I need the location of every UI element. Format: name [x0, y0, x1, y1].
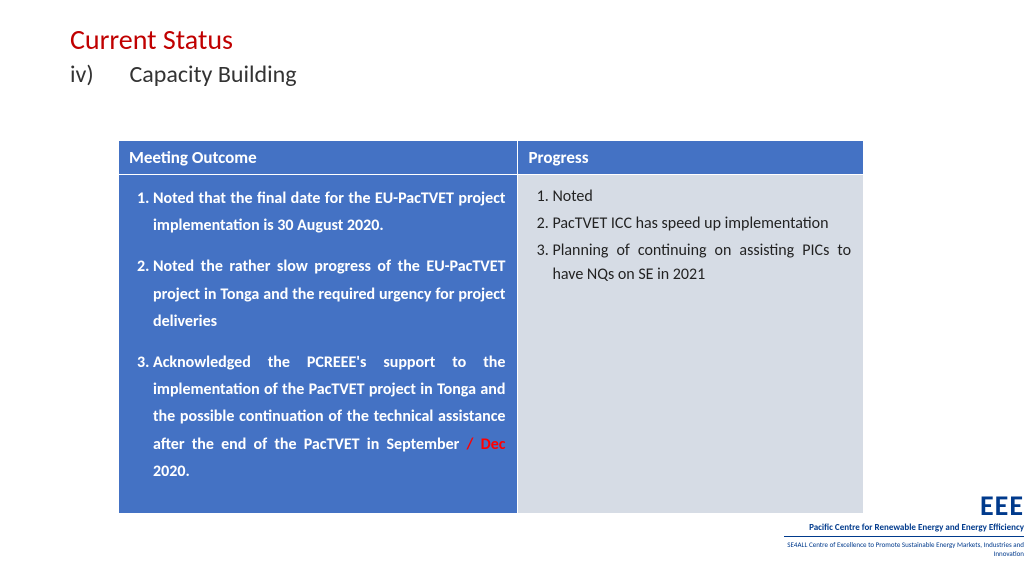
- slide-title: Current Status: [70, 22, 233, 57]
- outcome-item-2: Noted the rather slow progress of the EU…: [153, 253, 505, 335]
- logo-line2: SE4ALL Centre of Excellence to Promote S…: [784, 540, 1024, 558]
- logo-line1: Pacific Centre for Renewable Energy and …: [784, 522, 1024, 533]
- cell-meeting-outcome: Noted that the final date for the EU-Pac…: [119, 175, 518, 514]
- progress-item-2: PacTVET ICC has speed up implementation: [552, 212, 851, 235]
- subtitle-text: Capacity Building: [129, 60, 296, 89]
- table-row: Noted that the final date for the EU-Pac…: [119, 175, 864, 514]
- slide-subtitle: iv) Capacity Building: [70, 60, 297, 89]
- status-table: Meeting Outcome Progress Noted that the …: [118, 140, 864, 514]
- logo-abbr: EEE: [784, 492, 1024, 520]
- outcome-3-part-b: / Dec: [467, 435, 506, 454]
- header-meeting-outcome: Meeting Outcome: [119, 141, 518, 175]
- progress-item-3: Planning of continuing on assisting PICs…: [552, 239, 851, 285]
- outcome-item-3: Acknowledged the PCREEE's support to the…: [153, 349, 505, 485]
- progress-item-1: Noted: [552, 185, 851, 208]
- subtitle-number: iv): [70, 60, 124, 89]
- outcome-list: Noted that the final date for the EU-Pac…: [131, 185, 505, 485]
- slide: Current Status iv) Capacity Building Mee…: [0, 0, 1024, 576]
- cell-progress: Noted PacTVET ICC has speed up implement…: [518, 175, 864, 514]
- logo-block: EEE Pacific Centre for Renewable Energy …: [784, 492, 1024, 558]
- table-header-row: Meeting Outcome Progress: [119, 141, 864, 175]
- outcome-item-1: Noted that the final date for the EU-Pac…: [153, 185, 505, 239]
- outcome-3-part-a: Acknowledged the PCREEE's support to the…: [153, 353, 505, 454]
- logo-divider: [784, 536, 1024, 537]
- outcome-3-part-c: 2020.: [153, 462, 190, 481]
- progress-list: Noted PacTVET ICC has speed up implement…: [530, 185, 851, 286]
- header-progress: Progress: [518, 141, 864, 175]
